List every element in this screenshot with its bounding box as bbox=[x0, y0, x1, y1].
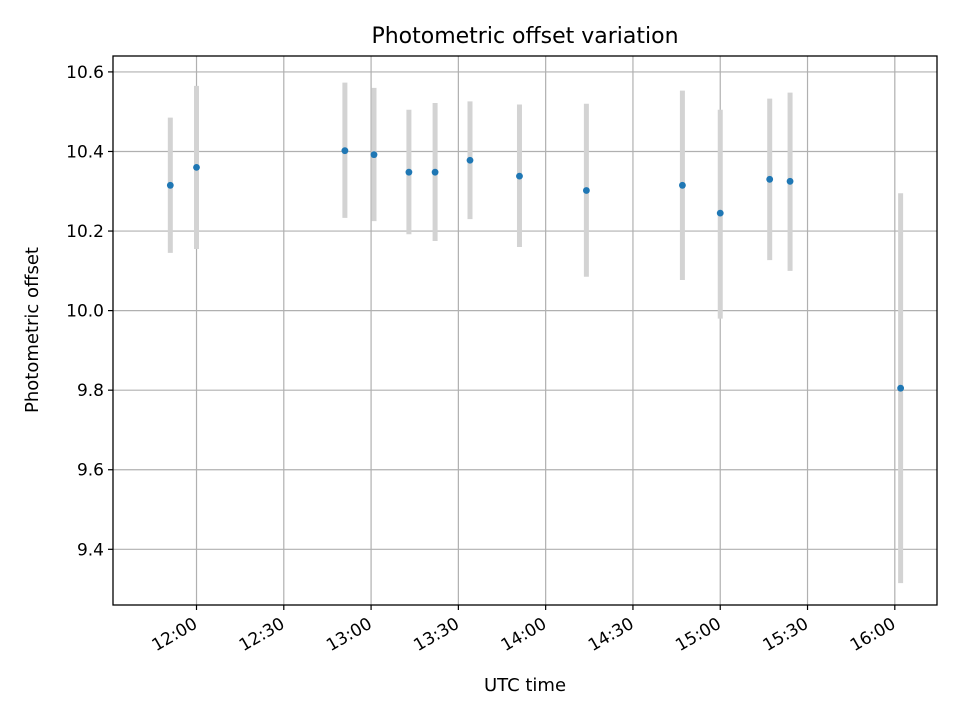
chart-title: Photometric offset variation bbox=[371, 24, 678, 49]
y-tick-label: 9.4 bbox=[77, 540, 104, 560]
x-tick-label: 12:30 bbox=[236, 614, 288, 656]
data-point bbox=[431, 168, 439, 176]
data-point bbox=[166, 181, 174, 189]
x-axis-ticks: 12:00 12:30 13:00 13:30 14:00 14:30 15:00 15:30… bbox=[149, 605, 899, 656]
data-point bbox=[766, 175, 774, 183]
data-point bbox=[370, 151, 378, 159]
y-tick-label: 10.2 bbox=[66, 222, 104, 242]
data-point bbox=[466, 156, 474, 164]
y-axis-label: Photometric offset bbox=[22, 247, 43, 413]
data-point bbox=[341, 147, 349, 155]
y-axis-ticks: 9.4 9.6 9.8 10.0 10.2 10.4 10.6 bbox=[66, 63, 113, 560]
y-tick-label: 10.4 bbox=[66, 142, 104, 162]
data-point bbox=[679, 181, 686, 189]
data-point bbox=[582, 187, 590, 194]
x-tick-label: 14:00 bbox=[498, 614, 550, 656]
data-point bbox=[193, 163, 200, 171]
data-point bbox=[786, 177, 794, 185]
y-tick-label: 9.8 bbox=[77, 381, 104, 401]
x-axis-label: UTC time bbox=[484, 675, 566, 696]
y-tick-label: 10.0 bbox=[66, 302, 104, 322]
y-tick-label: 10.6 bbox=[66, 63, 104, 83]
x-tick-label: 15:00 bbox=[672, 614, 724, 656]
x-tick-label: 12:00 bbox=[149, 614, 201, 656]
x-tick-label: 16:00 bbox=[847, 614, 899, 656]
data-point bbox=[405, 168, 413, 176]
data-point bbox=[897, 384, 905, 392]
data-point bbox=[716, 209, 724, 217]
x-tick-label: 14:30 bbox=[585, 614, 637, 656]
x-tick-label: 15:30 bbox=[760, 614, 812, 656]
grid bbox=[113, 56, 937, 605]
x-tick-label: 13:00 bbox=[323, 614, 375, 656]
error-bars bbox=[167, 82, 904, 584]
data-point bbox=[516, 172, 523, 180]
plot-frame bbox=[112, 55, 938, 606]
data-points bbox=[166, 147, 905, 392]
x-tick-label: 13:30 bbox=[410, 614, 462, 656]
y-tick-label: 9.6 bbox=[77, 461, 104, 481]
